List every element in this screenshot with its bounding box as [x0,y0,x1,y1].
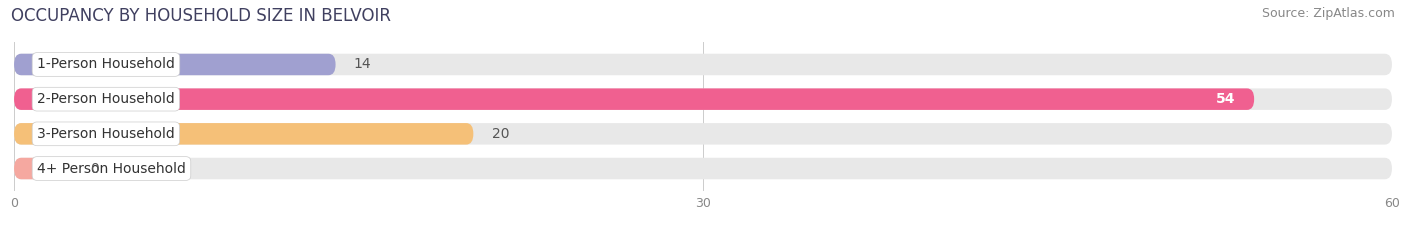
FancyBboxPatch shape [14,88,1254,110]
FancyBboxPatch shape [14,123,1392,145]
FancyBboxPatch shape [14,54,336,75]
Text: 0: 0 [90,161,98,175]
FancyBboxPatch shape [14,88,1392,110]
FancyBboxPatch shape [14,54,1392,75]
Text: 54: 54 [1216,92,1236,106]
Text: 4+ Person Household: 4+ Person Household [37,161,186,175]
FancyBboxPatch shape [14,158,72,179]
Text: 2-Person Household: 2-Person Household [37,92,174,106]
Text: 20: 20 [492,127,509,141]
Text: 14: 14 [354,58,371,72]
Text: Source: ZipAtlas.com: Source: ZipAtlas.com [1261,7,1395,20]
Text: 3-Person Household: 3-Person Household [37,127,174,141]
Text: OCCUPANCY BY HOUSEHOLD SIZE IN BELVOIR: OCCUPANCY BY HOUSEHOLD SIZE IN BELVOIR [11,7,391,25]
FancyBboxPatch shape [14,158,1392,179]
FancyBboxPatch shape [14,123,474,145]
Text: 1-Person Household: 1-Person Household [37,58,174,72]
